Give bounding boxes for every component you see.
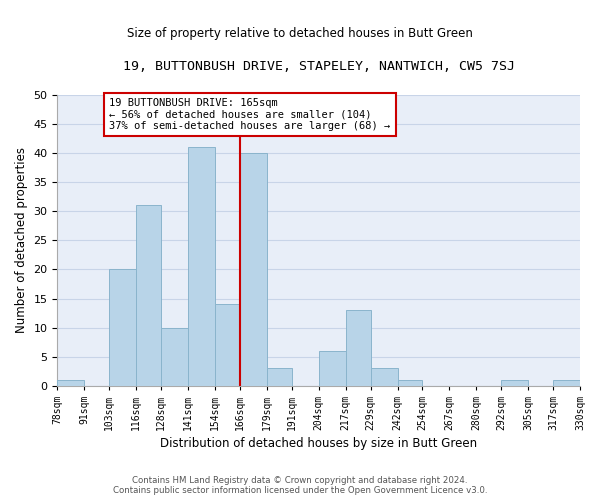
Title: 19, BUTTONBUSH DRIVE, STAPELEY, NANTWICH, CW5 7SJ: 19, BUTTONBUSH DRIVE, STAPELEY, NANTWICH… bbox=[123, 60, 515, 73]
Bar bbox=[188, 148, 215, 386]
Bar bbox=[346, 310, 371, 386]
Bar bbox=[267, 368, 292, 386]
Bar bbox=[109, 270, 136, 386]
Bar bbox=[136, 206, 161, 386]
Bar bbox=[319, 351, 346, 386]
Y-axis label: Number of detached properties: Number of detached properties bbox=[15, 148, 28, 334]
Bar bbox=[215, 304, 240, 386]
Bar bbox=[240, 153, 267, 386]
X-axis label: Distribution of detached houses by size in Butt Green: Distribution of detached houses by size … bbox=[160, 437, 477, 450]
Bar bbox=[553, 380, 580, 386]
Text: 19 BUTTONBUSH DRIVE: 165sqm
← 56% of detached houses are smaller (104)
37% of se: 19 BUTTONBUSH DRIVE: 165sqm ← 56% of det… bbox=[109, 98, 391, 131]
Text: Contains HM Land Registry data © Crown copyright and database right 2024.
Contai: Contains HM Land Registry data © Crown c… bbox=[113, 476, 487, 495]
Bar bbox=[58, 380, 85, 386]
Text: Size of property relative to detached houses in Butt Green: Size of property relative to detached ho… bbox=[127, 28, 473, 40]
Bar bbox=[501, 380, 528, 386]
Bar bbox=[161, 328, 188, 386]
Bar bbox=[371, 368, 398, 386]
Bar bbox=[398, 380, 422, 386]
